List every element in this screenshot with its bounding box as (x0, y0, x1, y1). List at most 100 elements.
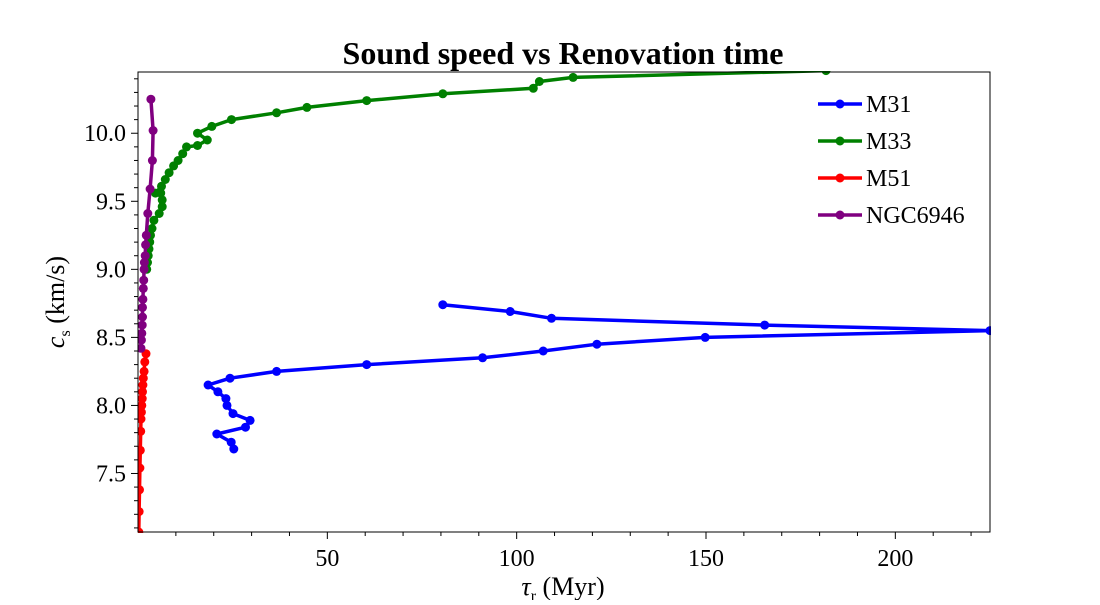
data-point (272, 366, 282, 376)
x-tick-label: 150 (688, 546, 724, 572)
data-point (147, 224, 157, 233)
data-point (138, 445, 145, 455)
y-axis-label: cs (km/s) (41, 256, 74, 348)
data-point (212, 429, 222, 439)
series-layer (138, 71, 991, 533)
x-axis-label: τr (Myr) (521, 572, 604, 600)
data-point (193, 141, 202, 150)
data-point (700, 332, 710, 342)
data-point (139, 264, 149, 274)
data-point (164, 168, 174, 178)
legend-item-m51: M51 (818, 166, 911, 192)
data-point (221, 394, 231, 404)
data-point (245, 415, 255, 425)
legend-swatch-marker (835, 136, 845, 146)
data-point (138, 387, 147, 397)
y-tick-label: 10.0 (84, 121, 126, 147)
data-point (138, 407, 146, 417)
data-point (438, 300, 448, 310)
legend-item-ngc6946: NGC6946 (818, 203, 965, 229)
data-point (213, 387, 223, 397)
data-point (138, 320, 147, 330)
data-point (568, 72, 578, 82)
data-point (272, 108, 282, 118)
series-line-m31 (206, 302, 991, 450)
data-point (141, 240, 151, 250)
data-point (148, 126, 158, 135)
data-point (547, 313, 556, 323)
data-point (202, 135, 212, 145)
data-point (138, 343, 146, 353)
data-point (138, 312, 147, 322)
data-point (143, 209, 153, 218)
series-m51 (138, 349, 151, 533)
data-point (182, 142, 191, 152)
data-point (222, 400, 232, 410)
legend-label: M31 (866, 92, 911, 118)
y-axis-ticks: 7.5 8.0 8.5 9.0 9.5 10.0 (84, 78, 138, 529)
y-tick-label: 9.5 (96, 189, 126, 215)
series-ngc6946 (138, 94, 158, 353)
plot-frame (137, 71, 991, 533)
legend-label: M51 (866, 166, 911, 192)
data-point (138, 394, 147, 404)
data-point (173, 156, 183, 165)
data-point (138, 507, 144, 517)
data-point (203, 380, 213, 390)
data-point (139, 275, 149, 285)
data-point (228, 409, 238, 419)
data-point (139, 366, 149, 376)
data-point (140, 251, 150, 261)
legend-swatch-marker (835, 99, 845, 109)
data-point (821, 71, 831, 76)
data-point (760, 320, 770, 330)
series-line-m33 (144, 71, 827, 270)
data-point (138, 400, 147, 410)
data-point (147, 156, 157, 165)
data-point (141, 230, 151, 240)
data-point (538, 346, 548, 356)
x-tick-label: 50 (315, 546, 339, 572)
x-tick-label: 200 (877, 546, 913, 572)
data-point (592, 339, 602, 349)
data-point (138, 414, 146, 424)
data-point (146, 94, 156, 104)
data-point (157, 181, 166, 191)
data-point (227, 115, 236, 125)
legend: M31 M33 M51 NGC6946 (818, 92, 965, 229)
data-point (157, 195, 167, 205)
data-point (138, 426, 146, 436)
data-point (157, 202, 167, 212)
data-point (241, 422, 250, 432)
data-point (138, 463, 145, 473)
data-point (302, 102, 312, 112)
y-tick-label: 9.0 (96, 257, 126, 283)
legend-label: NGC6946 (866, 203, 965, 229)
data-point (193, 128, 202, 138)
data-point (534, 77, 544, 86)
data-point (160, 175, 170, 184)
data-point (438, 89, 448, 99)
series-m33 (142, 71, 831, 274)
legend-swatch-marker (835, 173, 845, 183)
data-point (138, 294, 148, 304)
x-tick-label: 100 (499, 546, 535, 572)
data-point (138, 328, 147, 338)
data-point (229, 444, 239, 454)
data-point (226, 437, 236, 447)
data-point (139, 258, 149, 267)
data-point (178, 149, 188, 159)
chart-title: Sound speed vs Renovation time (343, 35, 784, 71)
data-point (145, 184, 155, 194)
y-tick-label: 8.0 (96, 393, 126, 419)
series-m31 (203, 300, 991, 454)
data-point (138, 380, 148, 390)
data-point (138, 335, 146, 345)
data-point (362, 360, 372, 370)
data-point (154, 209, 164, 218)
data-point (207, 121, 217, 131)
data-point (505, 307, 515, 316)
data-point (138, 283, 148, 293)
